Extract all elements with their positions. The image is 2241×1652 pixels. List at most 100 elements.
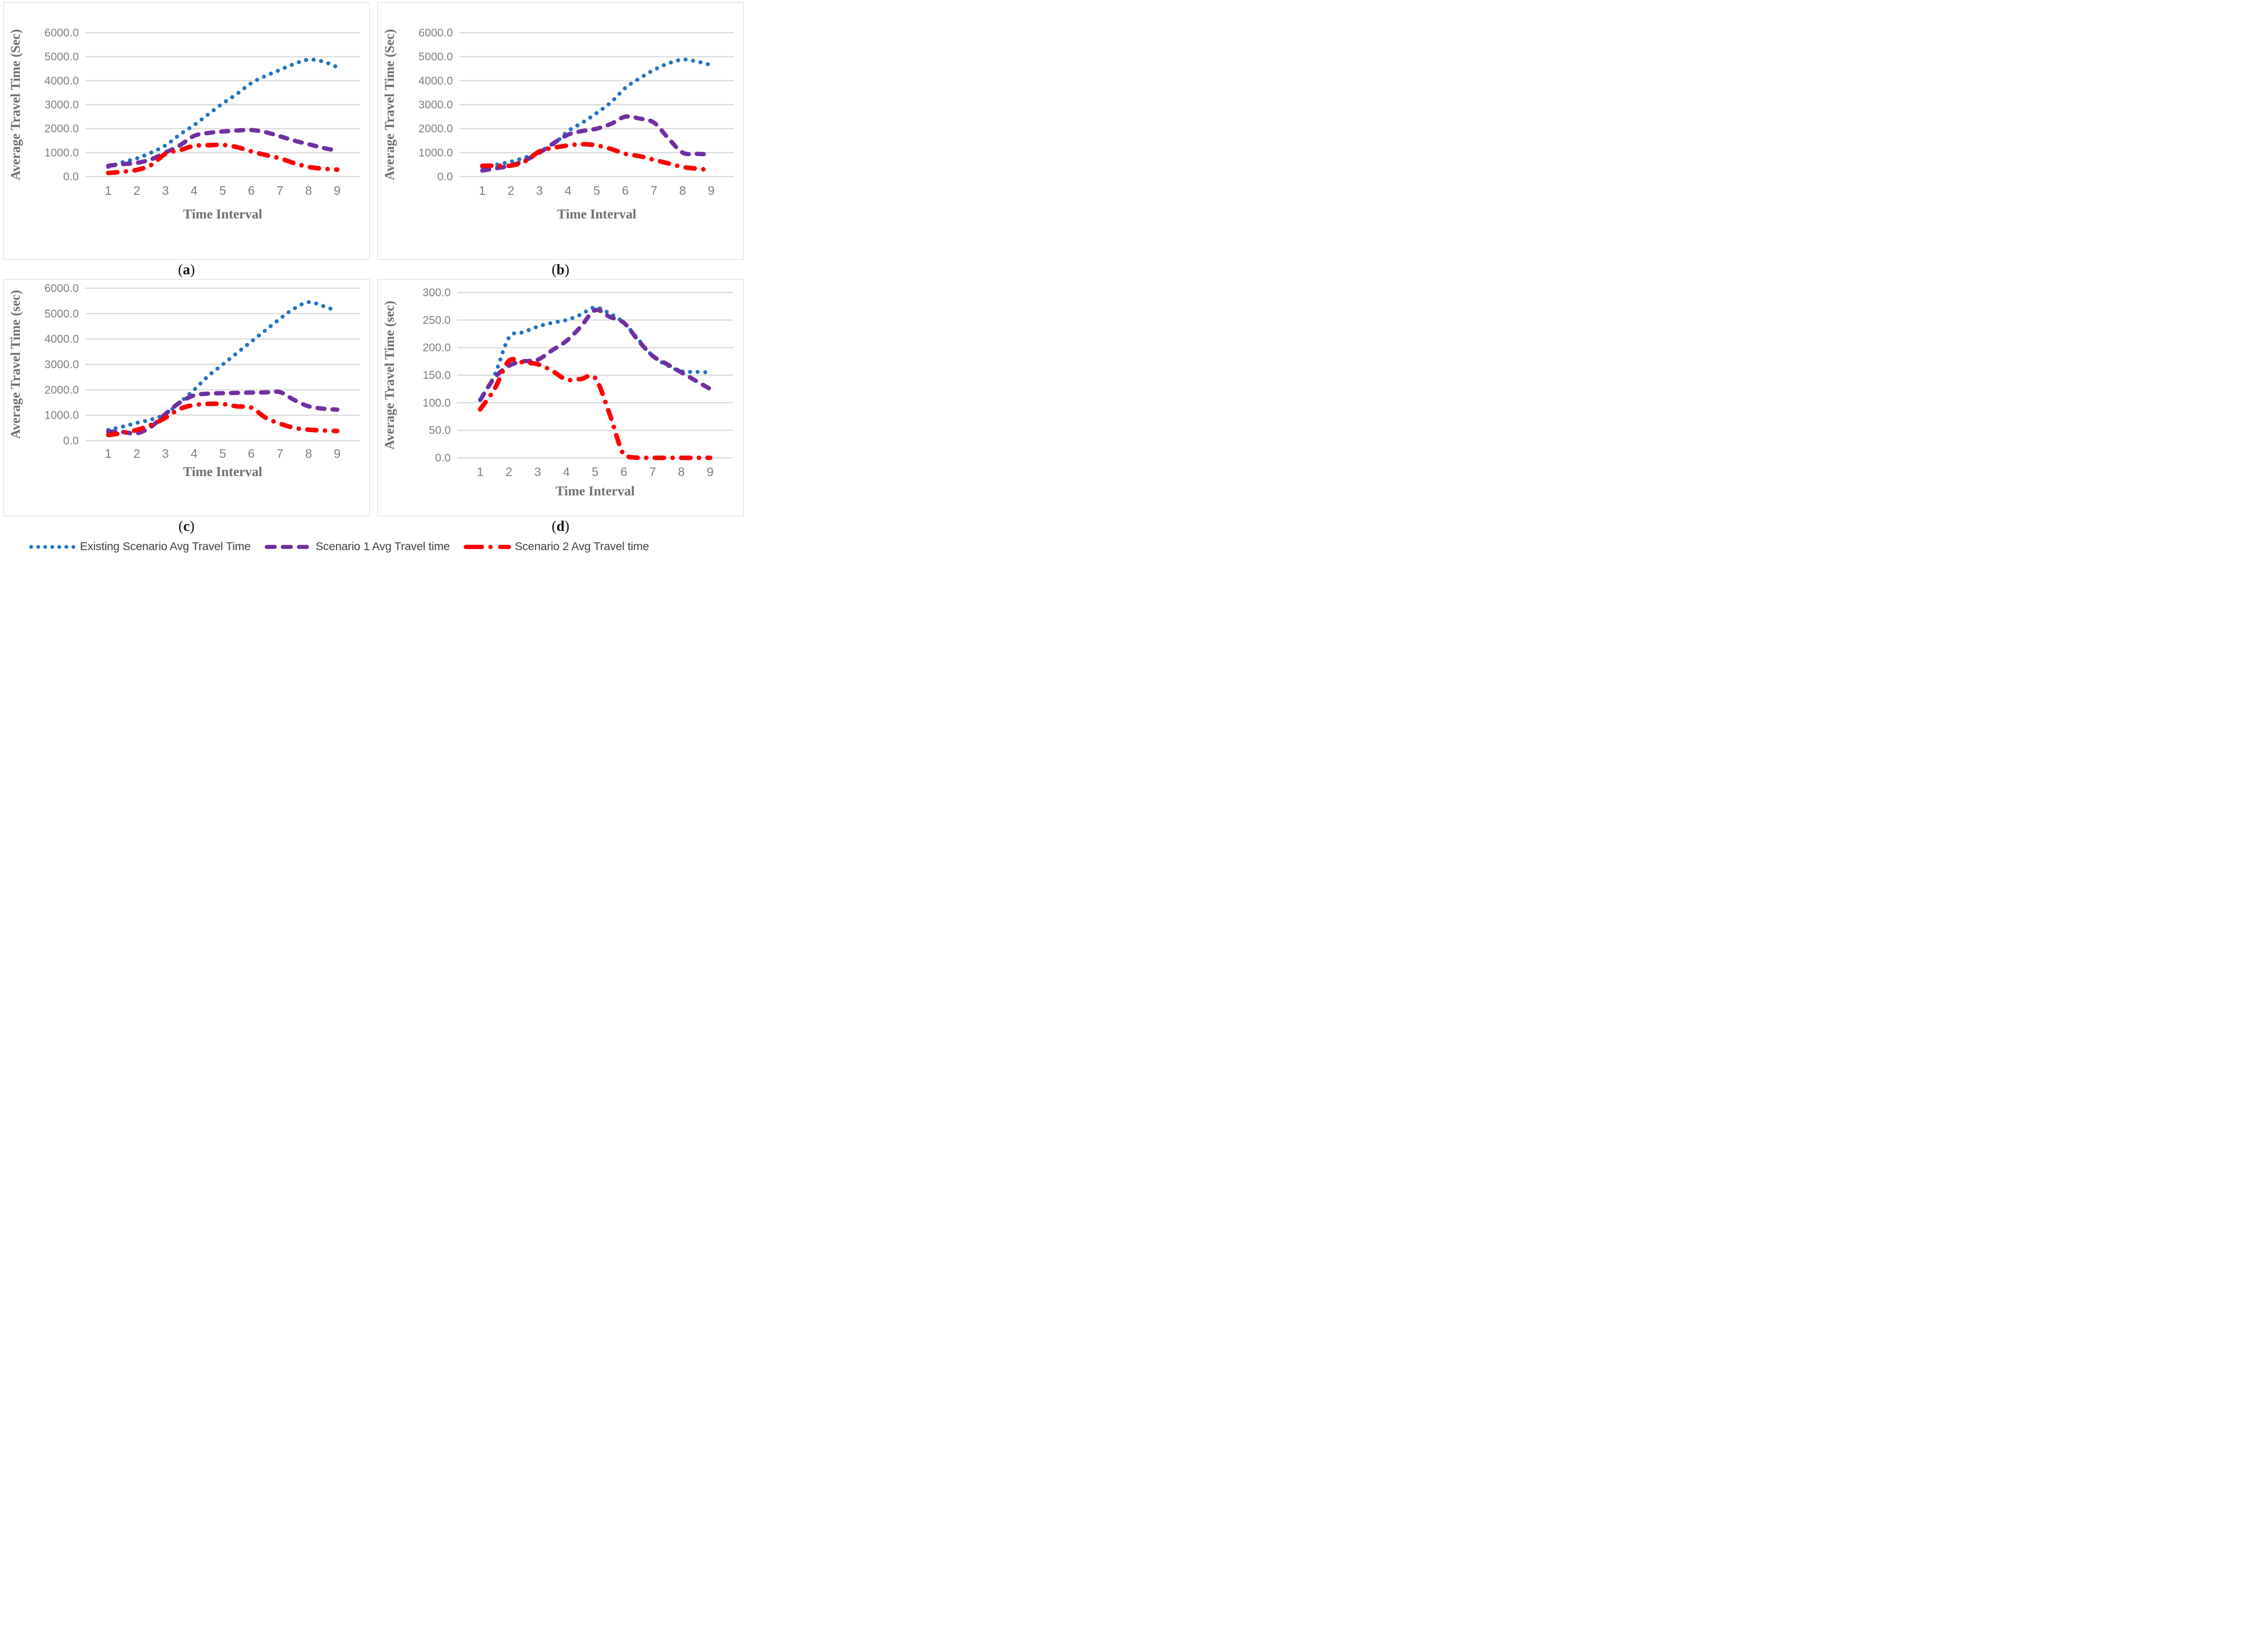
y-tick-label: 50.0 [429,425,451,437]
caption-open-paren: ( [178,261,183,277]
x-tick-label: 5 [219,184,226,198]
series-existing-line [106,57,340,169]
y-tick-label: 1000.0 [45,147,79,159]
y-tick-label: 6000.0 [45,282,79,295]
x-tick-label: 5 [594,184,600,198]
x-tick-label: 8 [305,184,312,198]
caption-open-paren: ( [178,517,184,534]
y-tick-label: 300.0 [422,287,451,299]
x-tick-label: 2 [508,184,515,198]
chart-d-canvas: 0.0 50.0 100.0 150.0 200.0 250.0 300.0 1 2 3 4 5 6 7 8… [383,287,733,499]
series-scenario2-line [106,142,340,176]
caption-letter-a: a [182,261,191,277]
caption-a: (a) [3,260,370,279]
y-tick-label: 4000.0 [45,333,79,346]
x-tick-label: 6 [620,465,627,479]
y-axis-title: Average Travel Time (Sec) [383,29,397,180]
y-tick-label: 200.0 [422,342,451,354]
y-axis-title: Average Travel Time (Sec) [9,29,23,180]
caption-open-paren: ( [551,261,556,277]
caption-close-paren: ) [189,517,195,534]
y-tick-label: 0.0 [63,171,79,183]
y-tick-label: 3000.0 [45,99,79,111]
x-tick-label: 4 [191,447,197,460]
panel-c: 0.0 1000.0 2000.0 3000.0 4000.0 5000.0 6000.0 1… [3,279,370,536]
series-scenario1-line [480,114,714,173]
caption-d: (d) [377,516,744,536]
x-tick-label: 8 [679,184,686,198]
x-tick-label: 3 [534,465,541,479]
y-tick-label: 0.0 [63,435,79,447]
series-scenario2-line [478,356,713,460]
y-tick-label: 4000.0 [45,75,79,87]
x-tick-label: 6 [248,447,255,460]
y-tick-label: 150.0 [422,369,451,382]
panel-d: 0.0 50.0 100.0 150.0 200.0 250.0 300.0 1 2 3 4 5 6 7 8… [377,279,744,536]
y-tick-label: 0.0 [437,171,453,183]
y-tick-label: 2000.0 [45,123,79,135]
x-tick-label: 3 [162,447,169,460]
y-tick-label: 250.0 [422,314,451,326]
chart-a-box: 0.0 1000.0 2000.0 3000.0 4000.0 5000.0 6000.0 1… [3,2,370,260]
chart-a-canvas: 0.0 1000.0 2000.0 3000.0 4000.0 5000.0 6000.0 1… [9,27,360,222]
series-existing-line [478,305,712,402]
x-tick-label: 3 [536,184,543,198]
y-tick-label: 2000.0 [419,123,453,135]
x-tick-label: 7 [650,184,657,198]
y-tick-label: 5000.0 [419,51,453,63]
x-tick-label: 9 [334,447,341,460]
chart-c-canvas: 0.0 1000.0 2000.0 3000.0 4000.0 5000.0 6000.0 1… [9,282,360,479]
series-scenario1-line [106,389,340,436]
x-tick-label: 1 [105,447,112,460]
caption-open-paren: ( [551,517,556,534]
y-tick-label: 100.0 [422,397,451,409]
x-tick-label: 5 [592,465,599,479]
x-tick-label: 3 [162,184,169,198]
y-tick-label: 6000.0 [419,27,453,39]
x-tick-label: 4 [563,465,570,479]
series-scenario1-line [106,128,340,168]
legend-label-scenario1: Scenario 1 Avg Travel time [316,540,450,553]
legend-label-scenario2: Scenario 2 Avg Travel time [515,540,649,553]
x-axis-title: Time Interval [183,465,262,479]
caption-letter-b: b [556,261,565,277]
figure-travel-time-panels: 0.0 1000.0 2000.0 3000.0 4000.0 5000.0 6000.0 1… [0,0,747,560]
x-tick-label: 2 [134,184,141,198]
chart-b-box: 0.0 1000.0 2000.0 3000.0 4000.0 5000.0 6000.0 1… [377,2,744,260]
caption-letter-d: d [556,517,565,534]
y-tick-label: 1000.0 [419,147,453,159]
x-tick-label: 8 [678,465,685,479]
x-tick-label: 7 [649,465,656,479]
x-tick-label: 8 [305,447,312,460]
x-tick-label: 1 [479,184,486,198]
y-tick-label: 6000.0 [45,27,79,39]
chart-c-box: 0.0 1000.0 2000.0 3000.0 4000.0 5000.0 6000.0 1… [3,279,370,516]
series-existing-line [106,300,340,432]
legend-item-scenario2: Scenario 2 Avg Travel time [464,540,649,553]
y-tick-label: 3000.0 [419,99,453,111]
caption-close-paren: ) [190,261,195,277]
x-tick-label: 2 [506,465,512,479]
legend-item-existing: Existing Scenario Avg Travel Time [29,540,251,553]
x-tick-label: 5 [219,447,226,460]
chart-d-box: 0.0 50.0 100.0 150.0 200.0 250.0 300.0 1 2 3 4 5 6 7 8… [377,279,744,516]
caption-b: (b) [377,260,744,279]
x-tick-label: 7 [276,184,283,198]
y-tick-label: 2000.0 [45,384,79,396]
x-tick-label: 6 [248,184,255,198]
series-scenario2-line [106,401,340,437]
y-tick-label: 3000.0 [45,359,79,371]
y-axis-title: Average Travel Time (sec) [383,301,397,449]
series-scenario1-line [478,308,713,403]
x-tick-label: 9 [707,465,714,479]
x-tick-label: 9 [334,184,341,198]
x-tick-label: 6 [622,184,629,198]
x-tick-label: 1 [105,184,112,198]
caption-close-paren: ) [565,517,570,534]
caption-close-paren: ) [565,261,570,277]
y-tick-label: 1000.0 [45,410,79,422]
x-axis-title: Time Interval [557,207,636,222]
panel-a: 0.0 1000.0 2000.0 3000.0 4000.0 5000.0 6000.0 1… [3,2,370,279]
x-tick-label: 4 [191,184,197,198]
y-axis-title: Average Travel Time (sec) [9,290,23,438]
